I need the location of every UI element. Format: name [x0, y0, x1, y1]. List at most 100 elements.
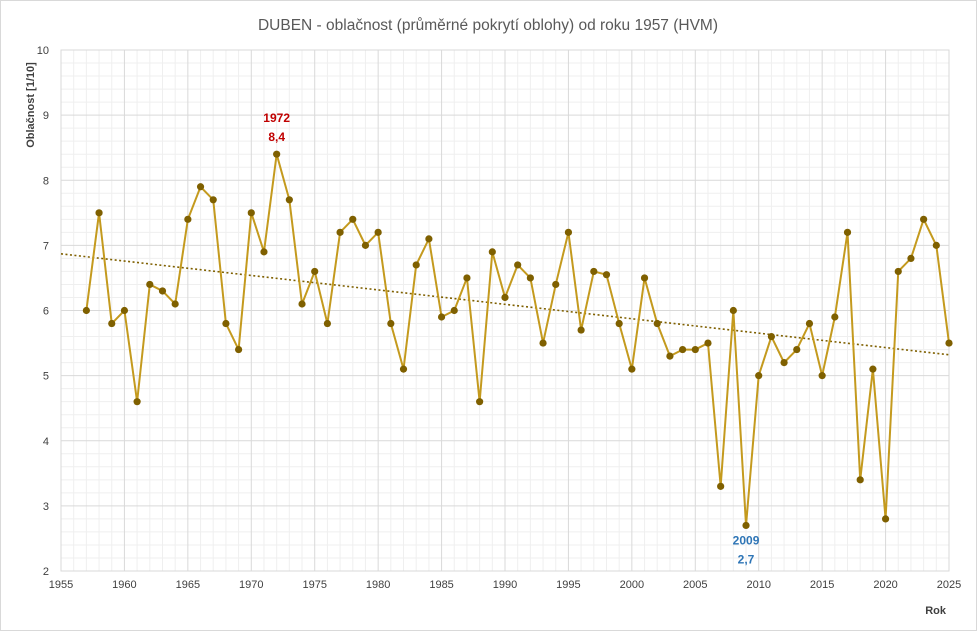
data-point	[108, 319, 116, 328]
data-point	[742, 521, 750, 530]
chart-title: DUBEN - oblačnost (průměrné pokrytí oblo…	[258, 17, 718, 34]
data-point	[196, 183, 205, 191]
data-point	[843, 228, 852, 236]
data-point	[767, 332, 776, 341]
data-point	[907, 254, 915, 262]
data-point	[932, 241, 940, 249]
data-point	[349, 215, 357, 223]
data-point	[793, 345, 801, 354]
x-tick-label: 1955	[49, 579, 73, 591]
data-point	[450, 306, 458, 315]
annotation-value: 2,7	[738, 552, 755, 566]
data-point	[640, 274, 649, 282]
data-point	[514, 261, 522, 269]
data-point	[679, 345, 687, 354]
data-point	[285, 196, 293, 204]
data-point	[818, 372, 826, 380]
data-point	[653, 319, 661, 328]
data-point	[184, 215, 192, 223]
data-point	[323, 319, 331, 328]
data-point	[831, 313, 839, 321]
data-point	[577, 326, 585, 334]
data-point	[691, 345, 699, 354]
data-point	[590, 267, 598, 276]
data-point	[311, 267, 319, 276]
y-tick-label: 7	[43, 240, 49, 252]
data-point	[437, 313, 446, 321]
data-point	[209, 196, 217, 204]
y-tick-label: 3	[43, 501, 49, 513]
data-point	[780, 359, 788, 367]
data-point	[146, 280, 154, 289]
x-tick-label: 1980	[366, 579, 390, 591]
y-tick-label: 6	[43, 306, 49, 318]
x-tick-label: 1970	[239, 579, 263, 591]
data-point	[95, 209, 103, 217]
data-point	[805, 319, 814, 328]
data-point	[488, 248, 496, 256]
data-point	[247, 209, 255, 217]
data-point	[869, 365, 877, 373]
data-point	[171, 300, 179, 308]
data-point	[387, 319, 395, 328]
data-point	[336, 228, 344, 236]
data-point	[222, 319, 230, 328]
data-points	[82, 150, 953, 530]
plot-area	[60, 49, 950, 572]
data-point	[717, 482, 725, 490]
data-point	[298, 300, 306, 308]
data-point	[856, 476, 864, 484]
y-tick-label: 8	[43, 175, 49, 187]
x-tick-label: 1960	[112, 579, 136, 591]
data-point	[881, 515, 890, 523]
data-point	[564, 228, 573, 236]
data-point	[476, 398, 484, 406]
data-point	[615, 319, 623, 328]
x-tick-label: 2010	[746, 579, 770, 591]
x-tick-label: 2020	[873, 579, 897, 591]
annotation-year: 1972	[263, 111, 290, 125]
y-tick-label: 4	[43, 436, 49, 448]
annotation-year: 2009	[733, 533, 760, 547]
x-tick-label: 2000	[620, 579, 644, 591]
x-tick-label: 2025	[937, 579, 961, 591]
data-point	[628, 365, 636, 373]
data-point	[501, 293, 509, 302]
data-point	[894, 267, 902, 276]
trendline	[60, 253, 950, 356]
data-point	[755, 372, 763, 380]
data-point	[945, 339, 953, 347]
x-tick-label: 1990	[493, 579, 517, 591]
data-point	[666, 352, 674, 360]
x-axis: 1955 1960 1965 1970 1975 1980 1985 1990 1995 2000…	[49, 579, 961, 591]
x-tick-label: 1975	[302, 579, 326, 591]
data-point	[920, 215, 928, 223]
x-tick-label: 1985	[429, 579, 453, 591]
data-point	[412, 261, 420, 269]
data-point	[120, 306, 129, 315]
x-axis-label: Rok	[925, 605, 947, 617]
data-point	[399, 365, 408, 373]
y-tick-label: 10	[37, 45, 49, 57]
annotation-value: 8,4	[268, 130, 285, 144]
data-point	[539, 339, 547, 347]
data-point	[602, 271, 611, 279]
annotations: 1972 8,4 2009 2,7	[263, 111, 759, 566]
data-point	[260, 248, 268, 256]
y-axis: 2 3 4 5 6 7 8 9 10	[37, 45, 49, 578]
data-point	[374, 228, 382, 236]
data-point	[552, 280, 560, 289]
y-tick-label: 2	[43, 566, 49, 578]
data-point	[273, 150, 281, 158]
data-point	[704, 339, 712, 347]
data-point	[235, 345, 243, 354]
x-tick-label: 2015	[810, 579, 834, 591]
x-tick-label: 2005	[683, 579, 707, 591]
data-point	[526, 274, 534, 282]
data-point	[82, 306, 90, 315]
y-tick-label: 5	[43, 371, 49, 383]
x-tick-label: 1995	[556, 579, 580, 591]
y-tick-label: 9	[43, 110, 49, 122]
